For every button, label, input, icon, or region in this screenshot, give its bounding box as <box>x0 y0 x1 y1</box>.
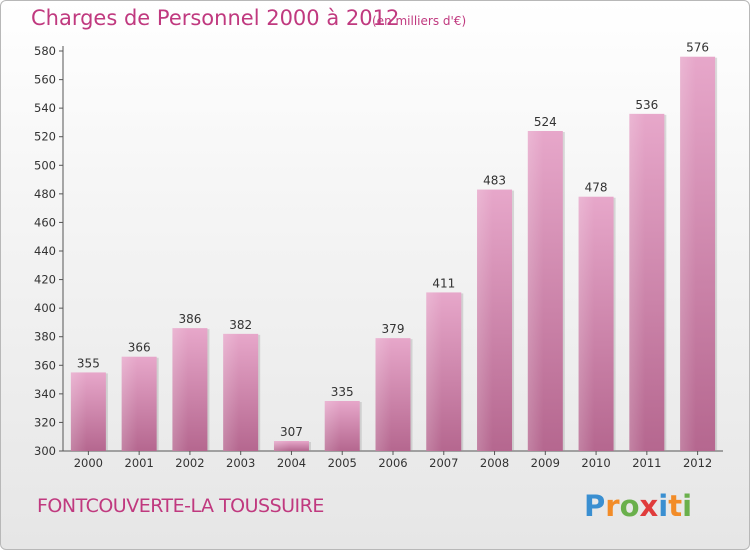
bar-highlight <box>477 189 493 452</box>
x-tick-label-2002: 2002 <box>175 456 204 470</box>
y-tick-label: 360 <box>34 358 56 372</box>
y-tick-label: 300 <box>34 444 56 458</box>
y-tick-label: 340 <box>34 387 56 401</box>
x-tick-label-2007: 2007 <box>429 456 458 470</box>
chart-subtitle: (en milliers d'€) <box>372 14 467 28</box>
bars <box>70 56 718 452</box>
x-tick-label-2000: 2000 <box>74 456 103 470</box>
value-label-2002: 386 <box>178 312 201 326</box>
x-tick-label-2009: 2009 <box>531 456 560 470</box>
bar-highlight <box>578 196 595 451</box>
value-label-2006: 379 <box>382 322 405 336</box>
x-tick-label-2004: 2004 <box>277 456 306 470</box>
y-tick-label: 520 <box>34 130 56 144</box>
logo-letter: o <box>619 489 640 523</box>
bar-highlight <box>426 292 443 451</box>
bar-highlight <box>324 401 341 451</box>
logo-letter: t <box>668 489 683 523</box>
y-tick-label: 440 <box>34 244 56 258</box>
bar-2004 <box>273 441 309 451</box>
bar-highlight <box>527 131 544 451</box>
y-tick-label: 460 <box>34 215 56 229</box>
logo-letter: x <box>639 489 659 523</box>
x-tick-label-2001: 2001 <box>125 456 154 470</box>
bar-highlight <box>680 56 696 451</box>
y-tick-label: 560 <box>34 73 56 87</box>
y-tick-label: 420 <box>34 273 56 287</box>
value-label-2004: 307 <box>280 425 303 439</box>
logo-letter: i <box>658 489 669 523</box>
x-tick-label-2010: 2010 <box>581 456 610 470</box>
x-tick-label-2005: 2005 <box>328 456 357 470</box>
bar-highlight <box>375 338 392 451</box>
value-label-2005: 335 <box>331 385 354 399</box>
y-tick-label: 400 <box>34 301 56 315</box>
x-tick-label-2012: 2012 <box>683 456 712 470</box>
proxiti-logo: Proxiti <box>584 489 692 523</box>
value-label-2008: 483 <box>483 174 506 188</box>
y-tick-label: 380 <box>34 330 56 344</box>
value-label-2007: 411 <box>432 276 455 290</box>
y-tick-label: 480 <box>34 187 56 201</box>
logo-letter: r <box>605 489 620 523</box>
logo-letter: i <box>682 489 693 523</box>
labels: 355 366 386 382 307 335 379 411 483 524 478 536 576 <box>77 41 709 439</box>
y-tick-label: 320 <box>34 415 56 429</box>
commune-name: FONTCOUVERTE-LA TOUSSUIRE <box>37 495 324 517</box>
bar-highlight <box>121 356 138 451</box>
value-label-2003: 382 <box>229 318 252 332</box>
value-label-2000: 355 <box>77 356 100 370</box>
value-label-2012: 576 <box>686 41 709 55</box>
x-tick-label-2011: 2011 <box>632 456 661 470</box>
value-label-2001: 366 <box>128 341 151 355</box>
x-tick-label-2006: 2006 <box>378 456 407 470</box>
value-label-2009: 524 <box>534 115 557 129</box>
y-tick-label: 500 <box>34 158 56 172</box>
value-label-2011: 536 <box>635 98 658 112</box>
x-tick-label-2008: 2008 <box>480 456 509 470</box>
bar-highlight <box>172 328 189 451</box>
bar-highlight <box>273 441 290 451</box>
bar-highlight <box>629 113 646 451</box>
logo-letter: P <box>584 489 606 523</box>
chart-title: Charges de Personnel 2000 à 2012 <box>31 6 400 30</box>
value-label-2010: 478 <box>585 181 608 195</box>
axes: 300 320 340 360 380 400 420 440 460 480 500 520 540 5… <box>34 44 723 470</box>
y-tick-label: 580 <box>34 44 56 58</box>
x-tick-label-2003: 2003 <box>226 456 255 470</box>
bar-highlight <box>223 333 239 451</box>
y-tick-label: 540 <box>34 101 56 115</box>
bar-highlight <box>70 372 87 451</box>
